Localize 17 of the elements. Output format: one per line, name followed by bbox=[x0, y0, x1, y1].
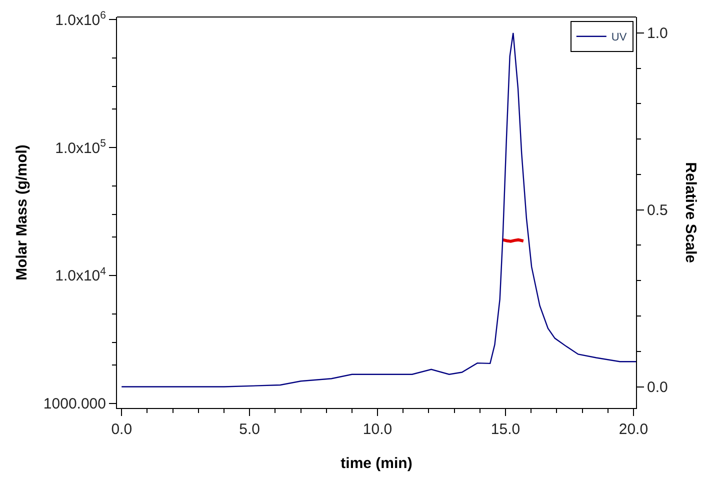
x-tick-label: 15.0 bbox=[490, 421, 520, 438]
y2-tick-label: 0.5 bbox=[647, 202, 668, 220]
line-series bbox=[121, 32, 636, 388]
legend-label: UV bbox=[611, 32, 628, 44]
x-axis-title: time (min) bbox=[340, 455, 412, 472]
y2-tick-label: 1.0 bbox=[647, 25, 668, 42]
x-tick-label: 20.0 bbox=[618, 421, 648, 438]
y-axis-title: Molar Mass (g/mol) bbox=[14, 144, 31, 280]
y-tick-label: 1.0x10$^{6}$ bbox=[55, 10, 106, 29]
x-tick-label: 0.0 bbox=[111, 421, 132, 438]
y2-axis-title: Relative Scale bbox=[682, 162, 699, 264]
x-tick-label: 10.0 bbox=[362, 421, 392, 438]
y-tick-label: 1.0x10$^{4}$ bbox=[55, 265, 106, 285]
y-tick-label: 1.0x10$^{5}$ bbox=[55, 138, 106, 157]
x-tick-label: 5.0 bbox=[239, 421, 260, 438]
y2-tick-label: 0.0 bbox=[647, 379, 668, 396]
y-tick-label: 1000.000 bbox=[43, 396, 106, 413]
